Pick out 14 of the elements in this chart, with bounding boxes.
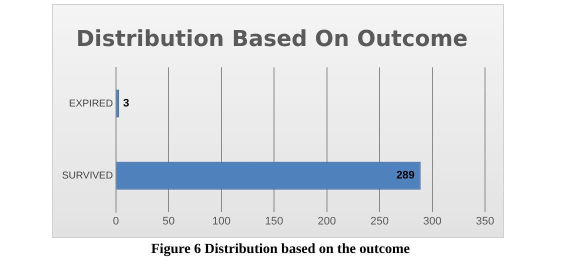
x-tick-label: 300 [423,215,442,228]
x-tick-label: 350 [476,215,494,228]
y-tick-label: EXPIRED [69,98,113,110]
data-label: 289 [396,170,415,182]
x-tick-label: 50 [162,215,175,228]
x-tick-label: 150 [264,215,284,228]
chart-title: Distribution Based On Outcome [76,26,468,52]
x-tick-label: 200 [318,215,336,228]
x-tick-label: 250 [370,215,389,228]
caption: Figure 6 Distribution based on the outcome [150,242,411,258]
y-tick-label: SURVIVED [62,170,113,182]
x-tick-label: 0 [112,215,120,228]
data-label: 3 [123,98,130,110]
x-tick-label: 100 [212,215,231,228]
